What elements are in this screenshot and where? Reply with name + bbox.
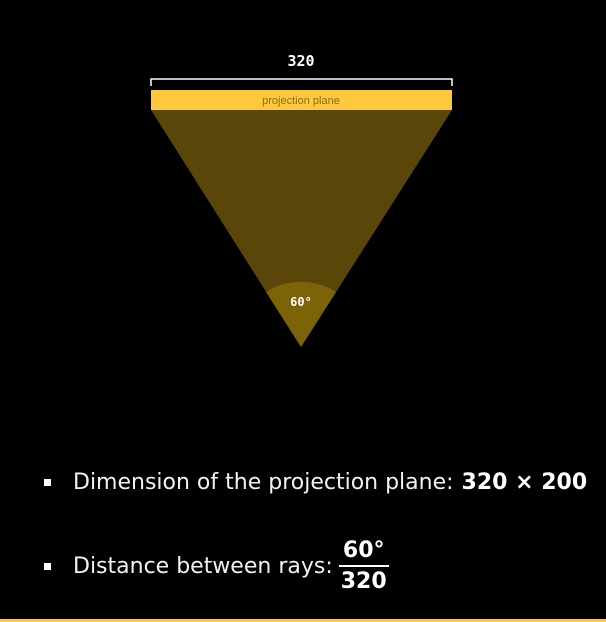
projection-plane bbox=[151, 90, 452, 110]
ray-distance-text: Distance between rays: bbox=[73, 553, 333, 579]
bullet-square-icon bbox=[44, 562, 51, 570]
projection-diagram: 320 60° projection plane bbox=[150, 52, 453, 347]
dimension-text: Dimension of the projection plane: bbox=[73, 470, 454, 495]
dimension-value: 320 × 200 bbox=[461, 470, 588, 495]
bullet-square-icon bbox=[44, 479, 51, 486]
view-frustum bbox=[151, 110, 452, 347]
width-label: 320 bbox=[287, 52, 314, 70]
ray-distance-fraction: 60° 320 bbox=[337, 538, 391, 594]
fraction-numerator: 60° bbox=[338, 538, 389, 567]
projection-plane-label: projection plane bbox=[262, 95, 340, 107]
width-dimension-bracket bbox=[150, 78, 453, 86]
fraction-denominator: 320 bbox=[340, 569, 387, 594]
bottom-accent-line bbox=[0, 619, 606, 622]
bullet-ray-distance: Distance between rays: 60° 320 bbox=[44, 538, 391, 594]
fov-angle-label: 60° bbox=[290, 295, 312, 309]
bullet-dimension: Dimension of the projection plane: 320 ×… bbox=[44, 470, 587, 495]
fov-angle-arc bbox=[266, 281, 336, 347]
